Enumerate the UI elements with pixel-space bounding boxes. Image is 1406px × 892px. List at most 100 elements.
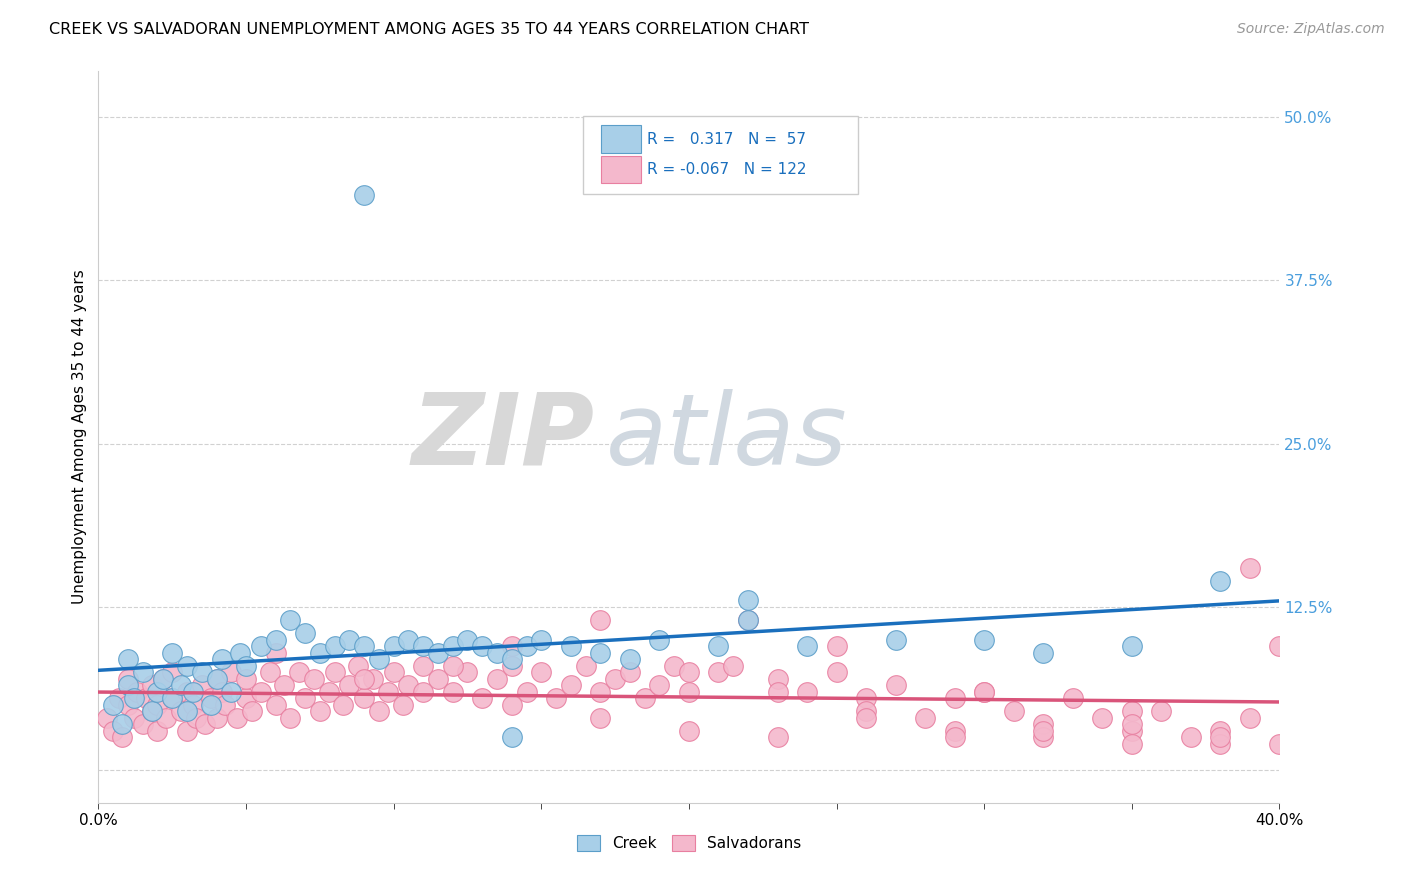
Legend: Creek, Salvadorans: Creek, Salvadorans: [571, 830, 807, 857]
Point: [117, 678, 139, 692]
Point: [471, 639, 494, 653]
Point: [766, 685, 789, 699]
Point: [117, 672, 139, 686]
Point: [943, 731, 966, 745]
Point: [501, 698, 523, 712]
Point: [211, 685, 233, 699]
Point: [427, 672, 450, 686]
Point: [825, 665, 848, 680]
Point: [516, 639, 538, 653]
Point: [619, 652, 641, 666]
Point: [796, 685, 818, 699]
Point: [368, 705, 391, 719]
Point: [605, 672, 627, 686]
Point: [648, 632, 671, 647]
Point: [302, 672, 325, 686]
Point: [205, 711, 228, 725]
Point: [441, 639, 464, 653]
Point: [678, 685, 700, 699]
Point: [546, 691, 568, 706]
Point: [226, 711, 249, 725]
Point: [1121, 705, 1143, 719]
Point: [181, 685, 204, 699]
Text: CREEK VS SALVADORAN UNEMPLOYMENT AMONG AGES 35 TO 44 YEARS CORRELATION CHART: CREEK VS SALVADORAN UNEMPLOYMENT AMONG A…: [49, 22, 810, 37]
Point: [634, 691, 657, 706]
Point: [240, 705, 263, 719]
Point: [707, 665, 730, 680]
Point: [184, 711, 207, 725]
Point: [323, 665, 346, 680]
Point: [1121, 737, 1143, 751]
Point: [162, 646, 183, 660]
Point: [589, 646, 612, 660]
Point: [294, 626, 316, 640]
Point: [501, 639, 523, 653]
Point: [332, 698, 354, 712]
Point: [1091, 711, 1114, 725]
Point: [619, 665, 641, 680]
Point: [191, 665, 214, 680]
Point: [235, 658, 257, 673]
Point: [339, 678, 361, 692]
Point: [1032, 731, 1054, 745]
Point: [273, 678, 295, 692]
Text: R = -0.067   N = 122: R = -0.067 N = 122: [647, 162, 807, 177]
Point: [235, 691, 257, 706]
Point: [146, 685, 169, 699]
Point: [264, 632, 287, 647]
Point: [111, 731, 134, 745]
Point: [152, 672, 174, 686]
Point: [648, 678, 671, 692]
Point: [214, 698, 236, 712]
Point: [441, 658, 464, 673]
Point: [155, 711, 177, 725]
Point: [1209, 731, 1232, 745]
Text: R =   0.317   N =  57: R = 0.317 N = 57: [647, 132, 807, 147]
Point: [176, 685, 198, 699]
Point: [132, 665, 155, 680]
Point: [323, 639, 346, 653]
Point: [353, 691, 375, 706]
Point: [391, 698, 413, 712]
Point: [707, 639, 730, 653]
Point: [398, 632, 420, 647]
Point: [1121, 723, 1143, 738]
Point: [1121, 717, 1143, 731]
Point: [353, 672, 375, 686]
Point: [589, 613, 612, 627]
Point: [309, 646, 332, 660]
Point: [575, 658, 598, 673]
Point: [162, 691, 183, 706]
Point: [141, 678, 163, 692]
Point: [825, 639, 848, 653]
Point: [1209, 737, 1232, 751]
Point: [516, 685, 538, 699]
Point: [589, 711, 612, 725]
Point: [294, 691, 316, 706]
Point: [796, 639, 818, 653]
Point: [1268, 639, 1291, 653]
Point: [162, 665, 183, 680]
Point: [914, 711, 936, 725]
Point: [229, 646, 252, 660]
Point: [309, 705, 332, 719]
Point: [1062, 691, 1084, 706]
Point: [125, 685, 148, 699]
Point: [339, 632, 361, 647]
Point: [221, 665, 243, 680]
Point: [280, 613, 302, 627]
Point: [412, 685, 434, 699]
Point: [200, 698, 222, 712]
Point: [170, 678, 193, 692]
Point: [1032, 646, 1054, 660]
Point: [170, 705, 193, 719]
Point: [855, 705, 877, 719]
Point: [589, 685, 612, 699]
Point: [280, 711, 302, 725]
Point: [973, 685, 995, 699]
Point: [737, 613, 759, 627]
Point: [135, 691, 157, 706]
Point: [377, 685, 399, 699]
Point: [368, 652, 391, 666]
Point: [973, 632, 995, 647]
